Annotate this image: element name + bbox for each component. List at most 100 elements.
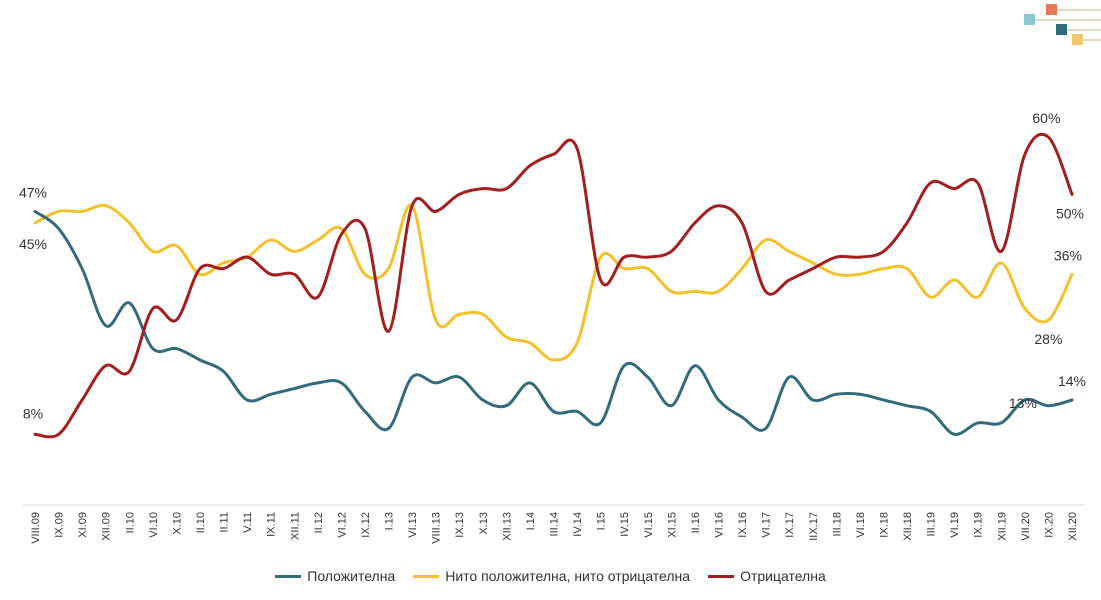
data-point-s0-37 — [905, 404, 909, 407]
data-point-s1-24 — [599, 255, 602, 259]
data-point-s0-17 — [434, 381, 437, 385]
data-point-s1-4 — [128, 221, 131, 225]
data-point-s0-0 — [33, 210, 37, 213]
x-tick-label: II.16 — [690, 512, 702, 533]
x-tick-label: VI.16 — [713, 512, 725, 538]
data-point-s0-3 — [104, 324, 107, 327]
x-tick-label: XI.09 — [77, 512, 89, 538]
data-point-s2-0 — [33, 433, 37, 436]
data-point-s2-20 — [505, 187, 508, 190]
data-point-s1-39 — [953, 278, 956, 282]
legend-label-neutral: Нито положителна, нито отрицателна — [445, 568, 691, 584]
data-point-s2-30 — [740, 221, 744, 225]
x-tick-label: IX.19 — [973, 512, 985, 538]
data-point-s2-37 — [905, 221, 909, 225]
x-tick-label: I.15 — [596, 512, 608, 530]
data-point-s1-8 — [222, 261, 225, 265]
data-point-s2-14 — [363, 227, 367, 230]
x-tick-label: IX.20 — [1043, 512, 1055, 538]
data-point-s0-7 — [198, 358, 202, 362]
data-point-s0-39 — [953, 433, 956, 436]
x-tick-label: IV.14 — [572, 512, 584, 537]
data-point-s0-8 — [222, 370, 225, 373]
data-point-s2-16 — [410, 204, 414, 207]
data-point-s0-30 — [740, 415, 744, 419]
x-tick-label: IX.13 — [454, 512, 466, 538]
data-point-s0-31 — [764, 427, 767, 430]
x-tick-label: IX.11 — [266, 512, 278, 537]
data-label: 13% — [1009, 395, 1037, 411]
data-point-s1-42 — [1023, 307, 1027, 310]
data-point-s1-27 — [670, 290, 673, 293]
x-tick-label: XII.09 — [101, 512, 113, 541]
data-point-s2-1 — [57, 433, 60, 436]
logo-square-coral — [1046, 4, 1057, 15]
x-tick-label: VI.12 — [336, 512, 348, 538]
x-tick-label: XI.15 — [666, 512, 678, 538]
data-point-s1-36 — [882, 267, 885, 270]
data-point-s0-35 — [858, 393, 862, 396]
data-point-s0-32 — [788, 375, 791, 379]
x-tick-label: IX.16 — [737, 512, 749, 538]
data-point-s0-25 — [623, 364, 626, 367]
data-point-s1-15 — [387, 267, 390, 270]
data-point-s2-22 — [552, 153, 555, 156]
data-point-s0-36 — [882, 398, 885, 402]
x-tick-label: VIII.13 — [431, 512, 443, 544]
data-point-s1-1 — [57, 210, 60, 213]
legend-swatch-negative — [708, 574, 735, 578]
data-point-s2-39 — [953, 187, 956, 190]
data-label: 60% — [1032, 110, 1060, 126]
data-point-s2-29 — [717, 204, 720, 207]
logo-square-teal-dark — [1056, 24, 1067, 35]
x-tick-label: III.18 — [831, 512, 843, 536]
data-point-s2-23 — [575, 147, 579, 150]
data-point-s0-22 — [552, 410, 555, 413]
x-tick-label: VI.15 — [643, 512, 655, 538]
x-tick-label: IX.17 — [784, 512, 796, 538]
data-point-s2-17 — [434, 210, 437, 213]
x-tick-label: IV.15 — [619, 512, 631, 537]
data-point-s2-5 — [151, 307, 154, 310]
data-point-s2-43 — [1047, 135, 1050, 139]
series-layer — [33, 132, 1074, 439]
data-point-s1-33 — [811, 261, 814, 265]
x-tick-label: X.10 — [171, 512, 183, 535]
data-label: 47% — [19, 184, 47, 200]
data-point-s2-15 — [387, 330, 390, 333]
x-tick-label: II.10 — [195, 512, 207, 533]
data-point-s0-33 — [811, 398, 814, 402]
data-point-s0-11 — [293, 387, 296, 390]
x-tick-label: I.14 — [525, 512, 537, 530]
data-point-s0-27 — [670, 404, 673, 407]
data-point-s1-17 — [434, 318, 437, 322]
series-line-2 — [33, 132, 1074, 439]
data-point-s0-14 — [363, 410, 367, 413]
data-point-s1-43 — [1047, 318, 1050, 322]
data-point-s2-42 — [1023, 153, 1027, 156]
x-tick-label: VI.18 — [855, 512, 867, 538]
data-point-s1-22 — [552, 358, 555, 362]
data-point-s0-2 — [80, 267, 84, 270]
data-point-s1-26 — [646, 267, 649, 270]
x-tick-label: VIII.09 — [30, 512, 42, 544]
data-point-s2-44 — [1070, 193, 1074, 196]
data-point-s2-25 — [623, 255, 626, 259]
data-point-s1-31 — [764, 238, 767, 242]
data-point-s2-3 — [104, 364, 107, 367]
data-point-s0-29 — [717, 398, 720, 402]
x-tick-label: II.10 — [124, 512, 136, 533]
data-point-s1-12 — [316, 238, 319, 242]
x-tick-label: IX.18 — [878, 512, 890, 538]
data-label: 50% — [1056, 205, 1084, 221]
x-tick-label: V.11 — [242, 512, 254, 533]
data-point-s1-32 — [788, 250, 791, 253]
data-point-s1-10 — [269, 238, 272, 242]
data-point-s1-29 — [717, 290, 720, 293]
data-point-s0-43 — [1047, 404, 1050, 407]
logo-square-teal-light — [1024, 14, 1035, 25]
data-point-s0-9 — [245, 398, 249, 402]
x-tick-label: III.19 — [926, 512, 938, 536]
data-point-s1-11 — [293, 250, 296, 253]
data-point-s0-42 — [1023, 398, 1027, 402]
